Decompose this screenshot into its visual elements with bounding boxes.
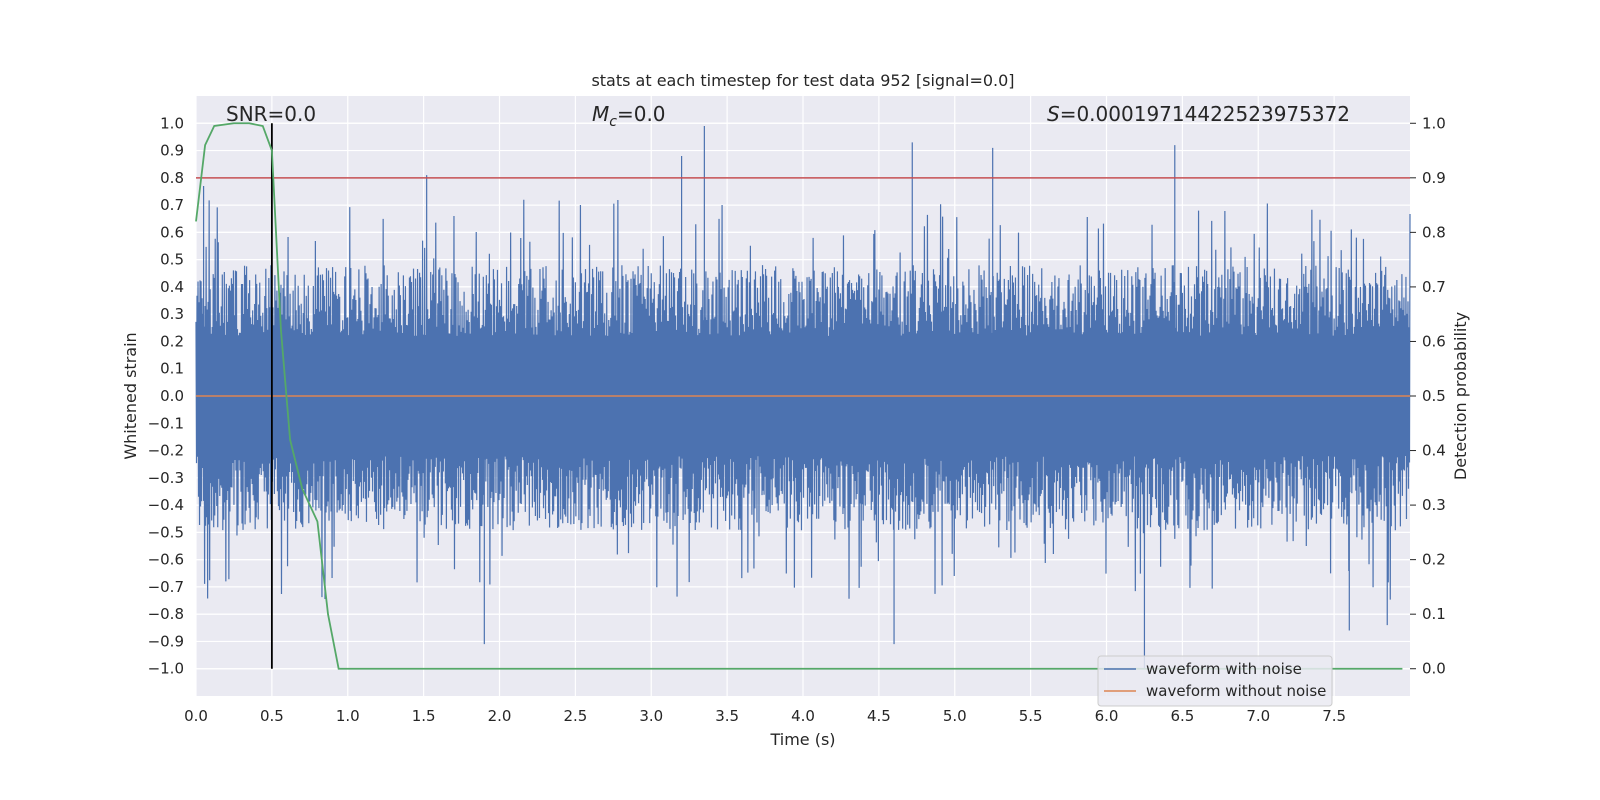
- x-tick-label: 0.5: [260, 707, 284, 725]
- y-tick-label: 0.4: [160, 278, 184, 296]
- annotation-mc-sub: c: [609, 114, 617, 130]
- y-right-tick-label: 0.4: [1422, 442, 1446, 460]
- series-detection-probability: [195, 122, 1403, 670]
- y-tick-label: −0.2: [148, 442, 184, 460]
- y-tick-label: −0.8: [148, 605, 184, 623]
- x-tick-label: 2.0: [488, 707, 512, 725]
- annotation-s-value: =0.00019714422523975372: [1060, 102, 1350, 126]
- legend-box: [1097, 655, 1333, 707]
- y-right-tick-label: 0.1: [1422, 605, 1446, 623]
- legend: waveform with noise waveform without noi…: [1097, 655, 1333, 707]
- y-tick-label: 0.3: [160, 305, 184, 323]
- y-right-tick-label: 0.0: [1422, 660, 1446, 678]
- x-tick-label: 4.5: [867, 707, 891, 725]
- y-tick-label: −0.7: [148, 578, 184, 596]
- annotation-mc: Mc=0.0: [592, 102, 666, 130]
- legend-entry-clean: waveform without noise: [1146, 682, 1326, 700]
- y-right-tick-label: 0.5: [1422, 387, 1446, 405]
- x-tick-label: 0.0: [184, 707, 208, 725]
- y-right-tick-label: 0.7: [1422, 278, 1446, 296]
- x-tick-label: 3.5: [715, 707, 739, 725]
- y-tick-label: 0.6: [160, 223, 184, 241]
- y-tick-label: 0.1: [160, 360, 184, 378]
- annotation-snr: SNR=0.0: [226, 102, 316, 126]
- x-tick-label: 5.0: [943, 707, 967, 725]
- y-tick-label: −0.4: [148, 496, 184, 514]
- y-tick-label: −0.1: [148, 414, 184, 432]
- y-tick-label: 0.0: [160, 387, 184, 405]
- series-waveform-with-noise: [195, 126, 1411, 669]
- y-tick-label: −1.0: [148, 660, 184, 678]
- legend-entry-noise: waveform with noise: [1146, 660, 1302, 678]
- x-tick-label: 1.5: [412, 707, 436, 725]
- x-tick-label: 6.0: [1095, 707, 1119, 725]
- x-tick-label: 7.5: [1322, 707, 1346, 725]
- y-right-tick-label: 0.6: [1422, 332, 1446, 350]
- x-tick-label: 7.0: [1246, 707, 1270, 725]
- x-axis-ticks: 0.0 0.5 1.0 1.5 2.0 2.5 3.0 3.5 4.0 4.5 5.0 5.5 6.0 6…: [184, 707, 1346, 725]
- annotation-s: S=0.00019714422523975372: [1047, 102, 1350, 126]
- annotation-mc-symbol: M: [592, 102, 609, 126]
- annotation-mc-value: =0.0: [617, 102, 666, 126]
- y-tick-label: 0.5: [160, 251, 184, 269]
- y-tick-label: −0.5: [148, 523, 184, 541]
- annotation-s-symbol: S: [1047, 102, 1060, 126]
- y-tick-label: 0.7: [160, 196, 184, 214]
- x-tick-label: 6.5: [1170, 707, 1194, 725]
- x-tick-label: 1.0: [336, 707, 360, 725]
- y-right-tick-label: 1.0: [1422, 114, 1446, 132]
- y-axis-label: Whitened strain: [121, 332, 140, 459]
- y-right-tick-label: 0.8: [1422, 223, 1446, 241]
- y-tick-label: 1.0: [160, 114, 184, 132]
- chart-title: stats at each timestep for test data 952…: [591, 71, 1014, 90]
- y-tick-label: −0.9: [148, 632, 184, 650]
- y-tick-label: −0.6: [148, 551, 184, 569]
- x-tick-label: 5.5: [1019, 707, 1043, 725]
- y-axis-right-ticks: 1.0 0.9 0.8 0.7 0.6 0.5 0.4 0.3 0.2 0.1 0.0: [1410, 114, 1446, 678]
- x-tick-label: 4.0: [791, 707, 815, 725]
- x-tick-label: 3.0: [639, 707, 663, 725]
- y-tick-label: 0.8: [160, 169, 184, 187]
- y-tick-label: 0.9: [160, 142, 184, 160]
- x-axis-label: Time (s): [769, 730, 835, 749]
- y-axis-right-label: Detection probability: [1451, 312, 1470, 480]
- y-axis-ticks: 1.0 0.9 0.8 0.7 0.6 0.5 0.4 0.3 0.2 0.1 0.0 −0.1 −0.…: [148, 114, 184, 677]
- y-right-tick-label: 0.9: [1422, 169, 1446, 187]
- y-tick-label: −0.3: [148, 469, 184, 487]
- y-right-tick-label: 0.3: [1422, 496, 1446, 514]
- y-tick-label: 0.2: [160, 332, 184, 350]
- x-tick-label: 2.5: [563, 707, 587, 725]
- y-right-tick-label: 0.2: [1422, 551, 1446, 569]
